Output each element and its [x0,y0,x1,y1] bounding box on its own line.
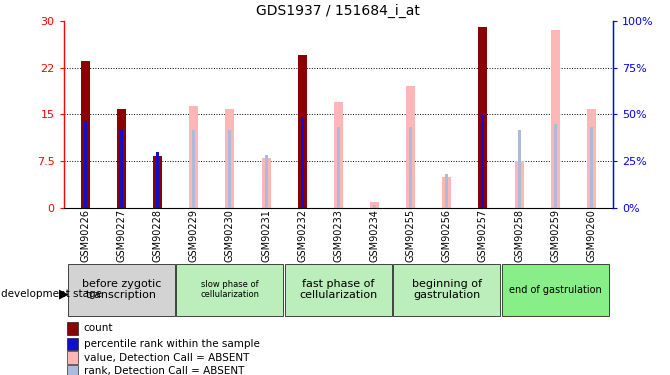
Bar [334,102,343,208]
Bar [68,338,78,350]
Text: GSM90226: GSM90226 [80,209,90,262]
Bar [261,158,271,208]
Bar [590,127,593,208]
Text: GSM90258: GSM90258 [514,209,524,262]
Bar [228,130,231,208]
Text: end of gastrulation: end of gastrulation [509,285,602,295]
Bar [478,27,488,208]
FancyBboxPatch shape [68,264,175,316]
Text: GSM90257: GSM90257 [478,209,488,262]
Bar [370,202,379,208]
FancyBboxPatch shape [393,264,500,316]
Text: fast phase of
cellularization: fast phase of cellularization [299,279,377,300]
Bar [551,30,559,208]
FancyBboxPatch shape [502,264,609,316]
Text: GSM90227: GSM90227 [117,209,127,262]
Bar [153,156,162,208]
Bar [406,86,415,208]
Bar [446,174,448,208]
Text: count: count [84,323,113,333]
Bar [117,110,126,208]
Bar [297,55,307,208]
Bar [68,351,78,364]
Text: rank, Detection Call = ABSENT: rank, Detection Call = ABSENT [84,366,244,375]
Bar [68,322,78,334]
Text: GSM90234: GSM90234 [369,209,379,262]
Bar [68,365,78,375]
Bar [587,110,596,208]
Text: development stage: development stage [1,290,102,299]
Text: slow phase of
cellularization: slow phase of cellularization [200,280,259,299]
Bar [301,117,304,208]
Text: beginning of
gastrulation: beginning of gastrulation [412,279,482,300]
Bar [515,161,523,208]
FancyBboxPatch shape [285,264,392,316]
Bar [192,130,195,208]
Text: GSM90230: GSM90230 [225,209,235,262]
Title: GDS1937 / 151684_i_at: GDS1937 / 151684_i_at [257,4,420,18]
Text: GSM90229: GSM90229 [189,209,199,262]
Text: GSM90256: GSM90256 [442,209,452,262]
Text: value, Detection Call = ABSENT: value, Detection Call = ABSENT [84,352,249,363]
Bar [156,152,159,208]
Text: GSM90260: GSM90260 [586,209,596,262]
Bar [442,177,452,208]
Text: before zygotic
transcription: before zygotic transcription [82,279,161,300]
Text: GSM90228: GSM90228 [153,209,163,262]
Bar [554,124,557,208]
Bar [225,110,234,208]
Text: GSM90231: GSM90231 [261,209,271,262]
Bar [81,61,90,208]
Bar [482,114,484,208]
Bar [337,127,340,208]
Bar [518,130,521,208]
Bar [189,106,198,208]
Text: GSM90259: GSM90259 [550,209,560,262]
Bar [265,155,267,208]
Text: percentile rank within the sample: percentile rank within the sample [84,339,259,349]
Text: GSM90232: GSM90232 [297,209,308,262]
Bar [373,205,376,208]
Bar [120,130,123,208]
Bar [84,121,87,208]
Text: GSM90255: GSM90255 [405,209,415,262]
FancyBboxPatch shape [176,264,283,316]
Text: ▶: ▶ [59,288,68,301]
Bar [409,127,412,208]
Text: GSM90233: GSM90233 [334,209,343,262]
